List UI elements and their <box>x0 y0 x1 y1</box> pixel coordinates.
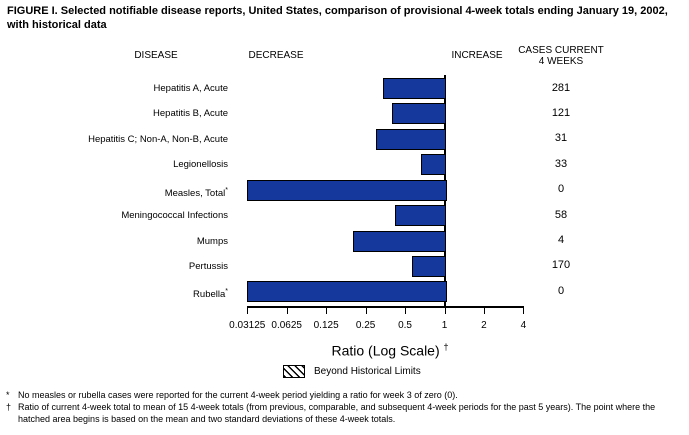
figure-title: FIGURE I. Selected notifiable disease re… <box>7 5 668 31</box>
x-tick-label: 2 <box>481 320 487 331</box>
x-axis-tick <box>483 307 485 314</box>
x-tick-label: 1 <box>441 320 448 331</box>
x-tick-label: 0.5 <box>398 320 412 331</box>
x-axis-tick <box>247 307 249 314</box>
cases-value: 31 <box>554 132 568 145</box>
cases-value: 4 <box>557 234 565 247</box>
column-header-decrease: DECREASE <box>248 50 304 61</box>
column-header-cases: CASES CURRENT 4 WEEKS <box>518 45 604 67</box>
x-tick-label: 4 <box>520 320 527 331</box>
disease-label: Hepatitis B, Acute <box>153 108 228 120</box>
cases-value: 0 <box>557 183 565 196</box>
x-axis-tick <box>326 307 328 314</box>
footnote-asterisk-text: No measles or rubella cases were reporte… <box>18 390 458 400</box>
ratio-bar <box>420 154 447 176</box>
ratio-bar <box>411 255 447 277</box>
x-axis-tick <box>444 307 446 314</box>
x-axis-title-text: Ratio (Log Scale) <box>331 342 440 359</box>
ratio-bar <box>375 128 447 150</box>
column-header-cases-line2: 4 WEEKS <box>538 56 584 67</box>
cases-value: 33 <box>554 157 568 170</box>
cases-value: 0 <box>557 284 565 297</box>
ratio-bar <box>247 281 447 303</box>
footnote-dagger-text: Ratio of current 4-week total to mean of… <box>18 401 656 424</box>
footnote-dagger-marker: † <box>6 401 12 412</box>
ratio-bar <box>395 205 447 227</box>
ratio-bar <box>352 230 447 252</box>
cases-value: 281 <box>551 81 571 94</box>
x-axis-tick <box>405 307 407 314</box>
cases-value: 121 <box>551 106 571 119</box>
legend-label: Beyond Historical Limits <box>314 365 421 377</box>
column-header-increase: INCREASE <box>451 50 503 61</box>
footnote-asterisk: * No measles or rubella cases were repor… <box>6 390 684 402</box>
footnote-asterisk-marker: * <box>6 390 10 400</box>
ratio-bar <box>247 179 447 201</box>
column-header-cases-line1: CASES CURRENT <box>518 45 604 56</box>
cases-value: 170 <box>551 259 571 272</box>
cases-value: 58 <box>554 208 568 221</box>
ratio-bar <box>383 78 447 99</box>
hatched-swatch-icon <box>283 365 305 378</box>
column-header-disease: DISEASE <box>134 50 178 61</box>
x-tick-label: 0.0625 <box>271 320 302 331</box>
disease-label: Meningococcal Infections <box>121 210 228 222</box>
disease-footnote-marker: * <box>225 288 228 296</box>
footnotes: * No measles or rubella cases were repor… <box>6 390 684 425</box>
x-tick-label: 0.25 <box>355 320 376 331</box>
x-axis-tick <box>365 307 367 314</box>
disease-label: Measles, Total* <box>164 186 228 199</box>
disease-label: Rubella* <box>193 288 228 301</box>
x-axis-tick <box>286 307 288 314</box>
ratio-bar <box>392 103 447 125</box>
disease-label: Mumps <box>196 235 228 247</box>
x-axis-title: Ratio (Log Scale) † <box>331 339 448 359</box>
x-axis-tick <box>523 307 525 314</box>
disease-label: Pertussis <box>188 260 228 272</box>
legend: Beyond Historical Limits <box>283 365 421 378</box>
x-axis-title-dagger: † <box>443 342 449 352</box>
disease-footnote-marker: * <box>225 186 228 194</box>
disease-label: Hepatitis A, Acute <box>153 83 228 94</box>
x-tick-label: 0.03125 <box>229 320 266 331</box>
disease-label: Hepatitis C; Non-A, Non-B, Acute <box>88 133 228 145</box>
x-tick-label: 0.125 <box>313 320 339 331</box>
x-axis-line <box>247 306 524 308</box>
disease-label: Legionellosis <box>173 159 228 171</box>
footnote-dagger: † Ratio of current 4-week total to mean … <box>6 402 684 426</box>
